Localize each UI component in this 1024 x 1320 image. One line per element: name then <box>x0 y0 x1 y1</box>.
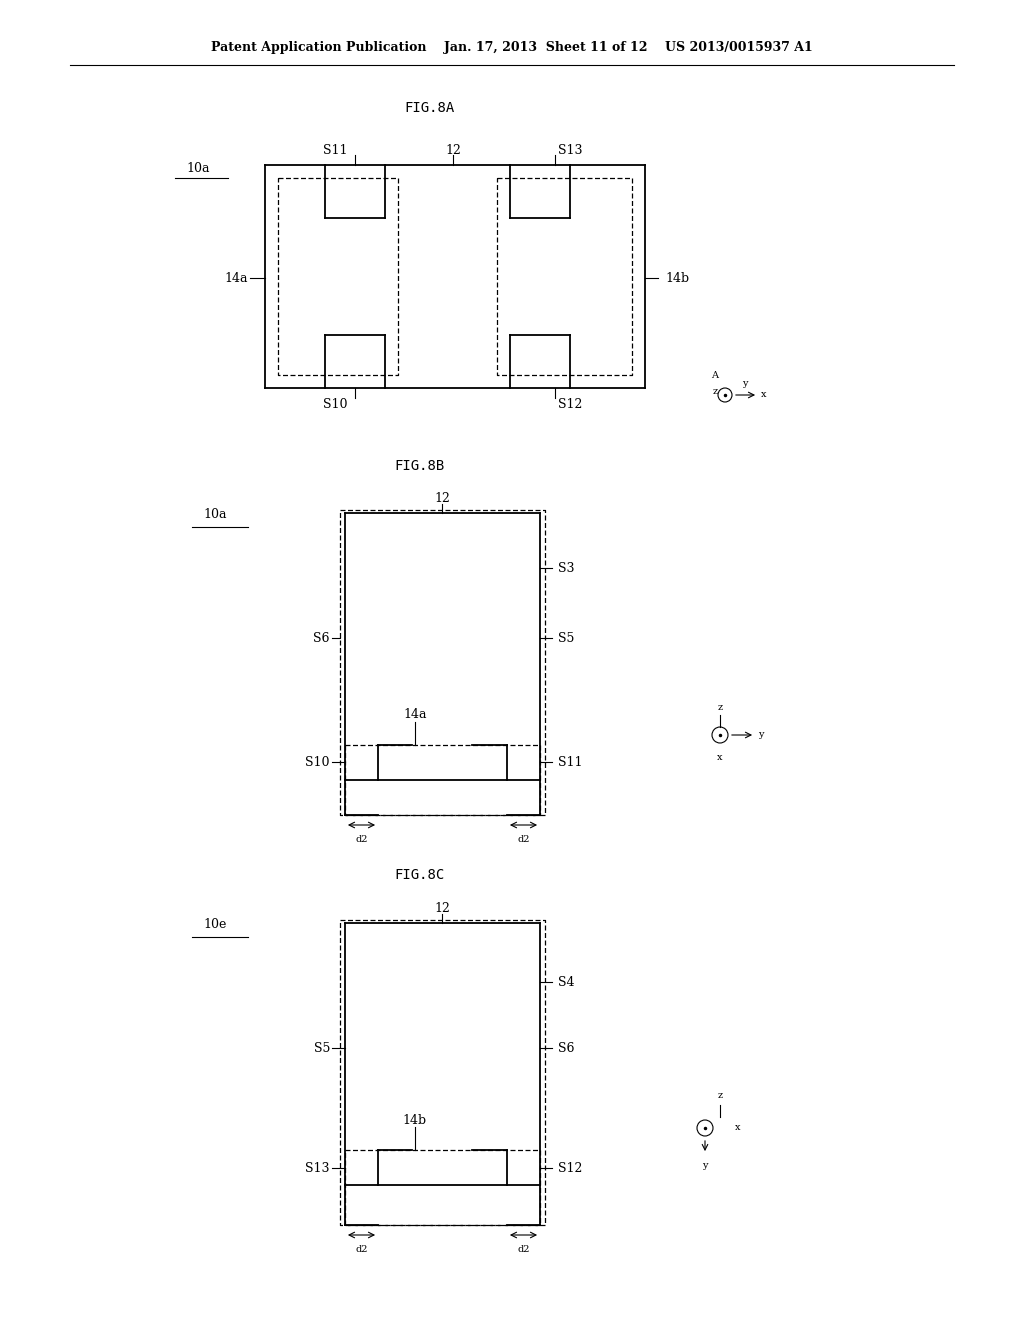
Text: S12: S12 <box>558 1162 583 1175</box>
Text: S4: S4 <box>558 975 574 989</box>
Text: 10a: 10a <box>186 161 210 174</box>
Text: 14a: 14a <box>224 272 248 285</box>
Text: S6: S6 <box>558 1041 574 1055</box>
Text: z: z <box>718 1092 723 1100</box>
Text: S13: S13 <box>558 144 583 157</box>
Text: x: x <box>735 1123 740 1133</box>
Text: S11: S11 <box>558 755 583 768</box>
Text: S5: S5 <box>558 631 574 644</box>
Text: A: A <box>712 371 719 380</box>
Text: 12: 12 <box>434 491 450 504</box>
Text: y: y <box>702 1162 708 1170</box>
Text: d2: d2 <box>355 836 368 845</box>
Text: 12: 12 <box>434 902 450 915</box>
Text: S10: S10 <box>305 755 330 768</box>
Text: 14a: 14a <box>403 709 427 722</box>
Text: z: z <box>713 387 718 396</box>
Text: S6: S6 <box>313 631 330 644</box>
Text: S5: S5 <box>313 1041 330 1055</box>
Text: 10a: 10a <box>203 508 226 521</box>
Text: S12: S12 <box>558 399 583 412</box>
Text: d2: d2 <box>517 836 529 845</box>
Text: 12: 12 <box>445 144 461 157</box>
Text: y: y <box>758 730 764 739</box>
Text: 14b: 14b <box>665 272 689 285</box>
Text: d2: d2 <box>355 1246 368 1254</box>
Text: x: x <box>717 752 723 762</box>
Text: S3: S3 <box>558 561 574 574</box>
Text: FIG.8C: FIG.8C <box>395 869 445 882</box>
Text: 14b: 14b <box>402 1114 427 1126</box>
Text: y: y <box>742 379 748 388</box>
Text: S10: S10 <box>323 399 347 412</box>
Text: FIG.8B: FIG.8B <box>395 459 445 473</box>
Text: z: z <box>718 704 723 711</box>
Text: x: x <box>761 389 767 399</box>
Text: S11: S11 <box>323 144 347 157</box>
Text: d2: d2 <box>517 1246 529 1254</box>
Text: S13: S13 <box>305 1162 330 1175</box>
Text: FIG.8A: FIG.8A <box>404 102 455 115</box>
Text: 10e: 10e <box>204 919 226 932</box>
Text: Patent Application Publication    Jan. 17, 2013  Sheet 11 of 12    US 2013/00159: Patent Application Publication Jan. 17, … <box>211 41 813 54</box>
